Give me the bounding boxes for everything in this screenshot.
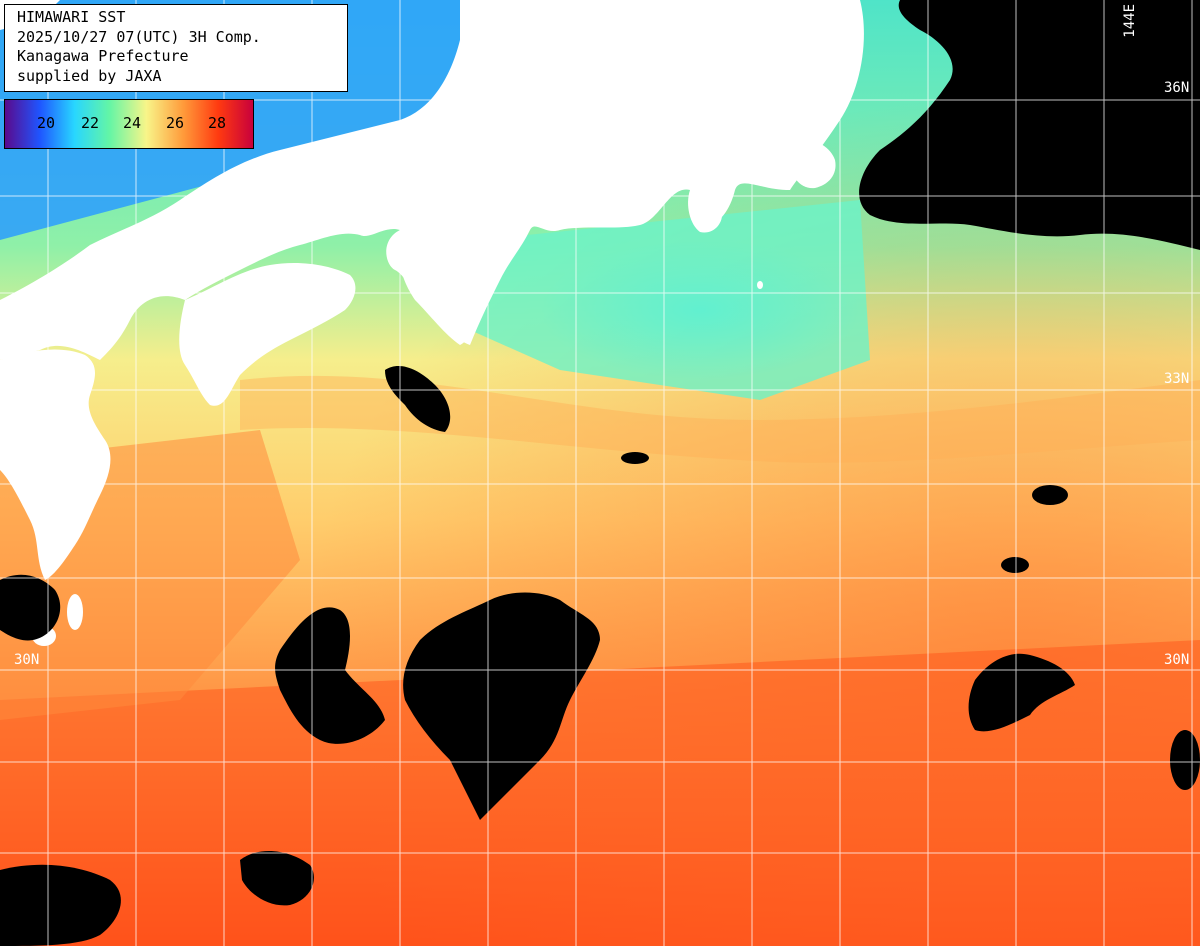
kuroshio-front xyxy=(240,375,1200,463)
land-izu-island xyxy=(757,281,763,289)
land-boso xyxy=(788,138,836,189)
cloud-patch-2 xyxy=(1032,485,1068,505)
lat-label-30n-right: 30N xyxy=(1164,652,1190,668)
lat-label-30n-left: 30N xyxy=(14,652,40,668)
cloud-patch-3 xyxy=(621,452,649,464)
colorbar-tick-24: 24 xyxy=(122,114,142,132)
map-info-box: HIMAWARI SST 2025/10/27 07(UTC) 3H Comp.… xyxy=(4,4,348,92)
colorbar-tick-22: 22 xyxy=(80,114,100,132)
colorbar-tick-26: 26 xyxy=(165,114,185,132)
land-kii xyxy=(398,228,480,345)
land-shikoku xyxy=(179,263,356,406)
lon-label-144e: 144E xyxy=(1122,4,1138,38)
land-yakushima xyxy=(67,594,83,630)
colorbar-tick-20: 20 xyxy=(36,114,56,132)
cool-eddy xyxy=(540,240,860,380)
cloud-southwest xyxy=(0,864,121,946)
colorbar-tick-28: 28 xyxy=(207,114,227,132)
cloud-east-30n xyxy=(968,653,1075,732)
cloud-patch-4 xyxy=(1170,730,1200,790)
cloud-patch-1 xyxy=(1001,557,1029,573)
lat-label-33n: 33N xyxy=(1164,371,1190,387)
land-izu xyxy=(688,188,723,233)
land-kyushu xyxy=(0,349,111,580)
cloud-south xyxy=(240,850,314,906)
cloud-kyushu-south xyxy=(0,574,61,641)
lon-label-136e: 136E xyxy=(482,4,498,38)
land-honshu xyxy=(0,0,864,360)
cloud-northeast xyxy=(859,0,1200,250)
cloud-kii-south xyxy=(385,365,451,432)
sst-colorbar: 20 22 24 26 28 xyxy=(4,99,254,149)
data-credit: supplied by JAXA xyxy=(17,66,162,85)
product-title: HIMAWARI SST xyxy=(17,8,126,26)
cloud-central xyxy=(403,592,600,820)
publisher: Kanagawa Prefecture xyxy=(17,47,189,65)
observation-time: 2025/10/27 07(UTC) 3H Comp. xyxy=(17,27,261,46)
lat-label-36n: 36N xyxy=(1164,80,1190,96)
colorbar-gradient xyxy=(5,100,253,148)
cloud-west xyxy=(275,607,385,744)
